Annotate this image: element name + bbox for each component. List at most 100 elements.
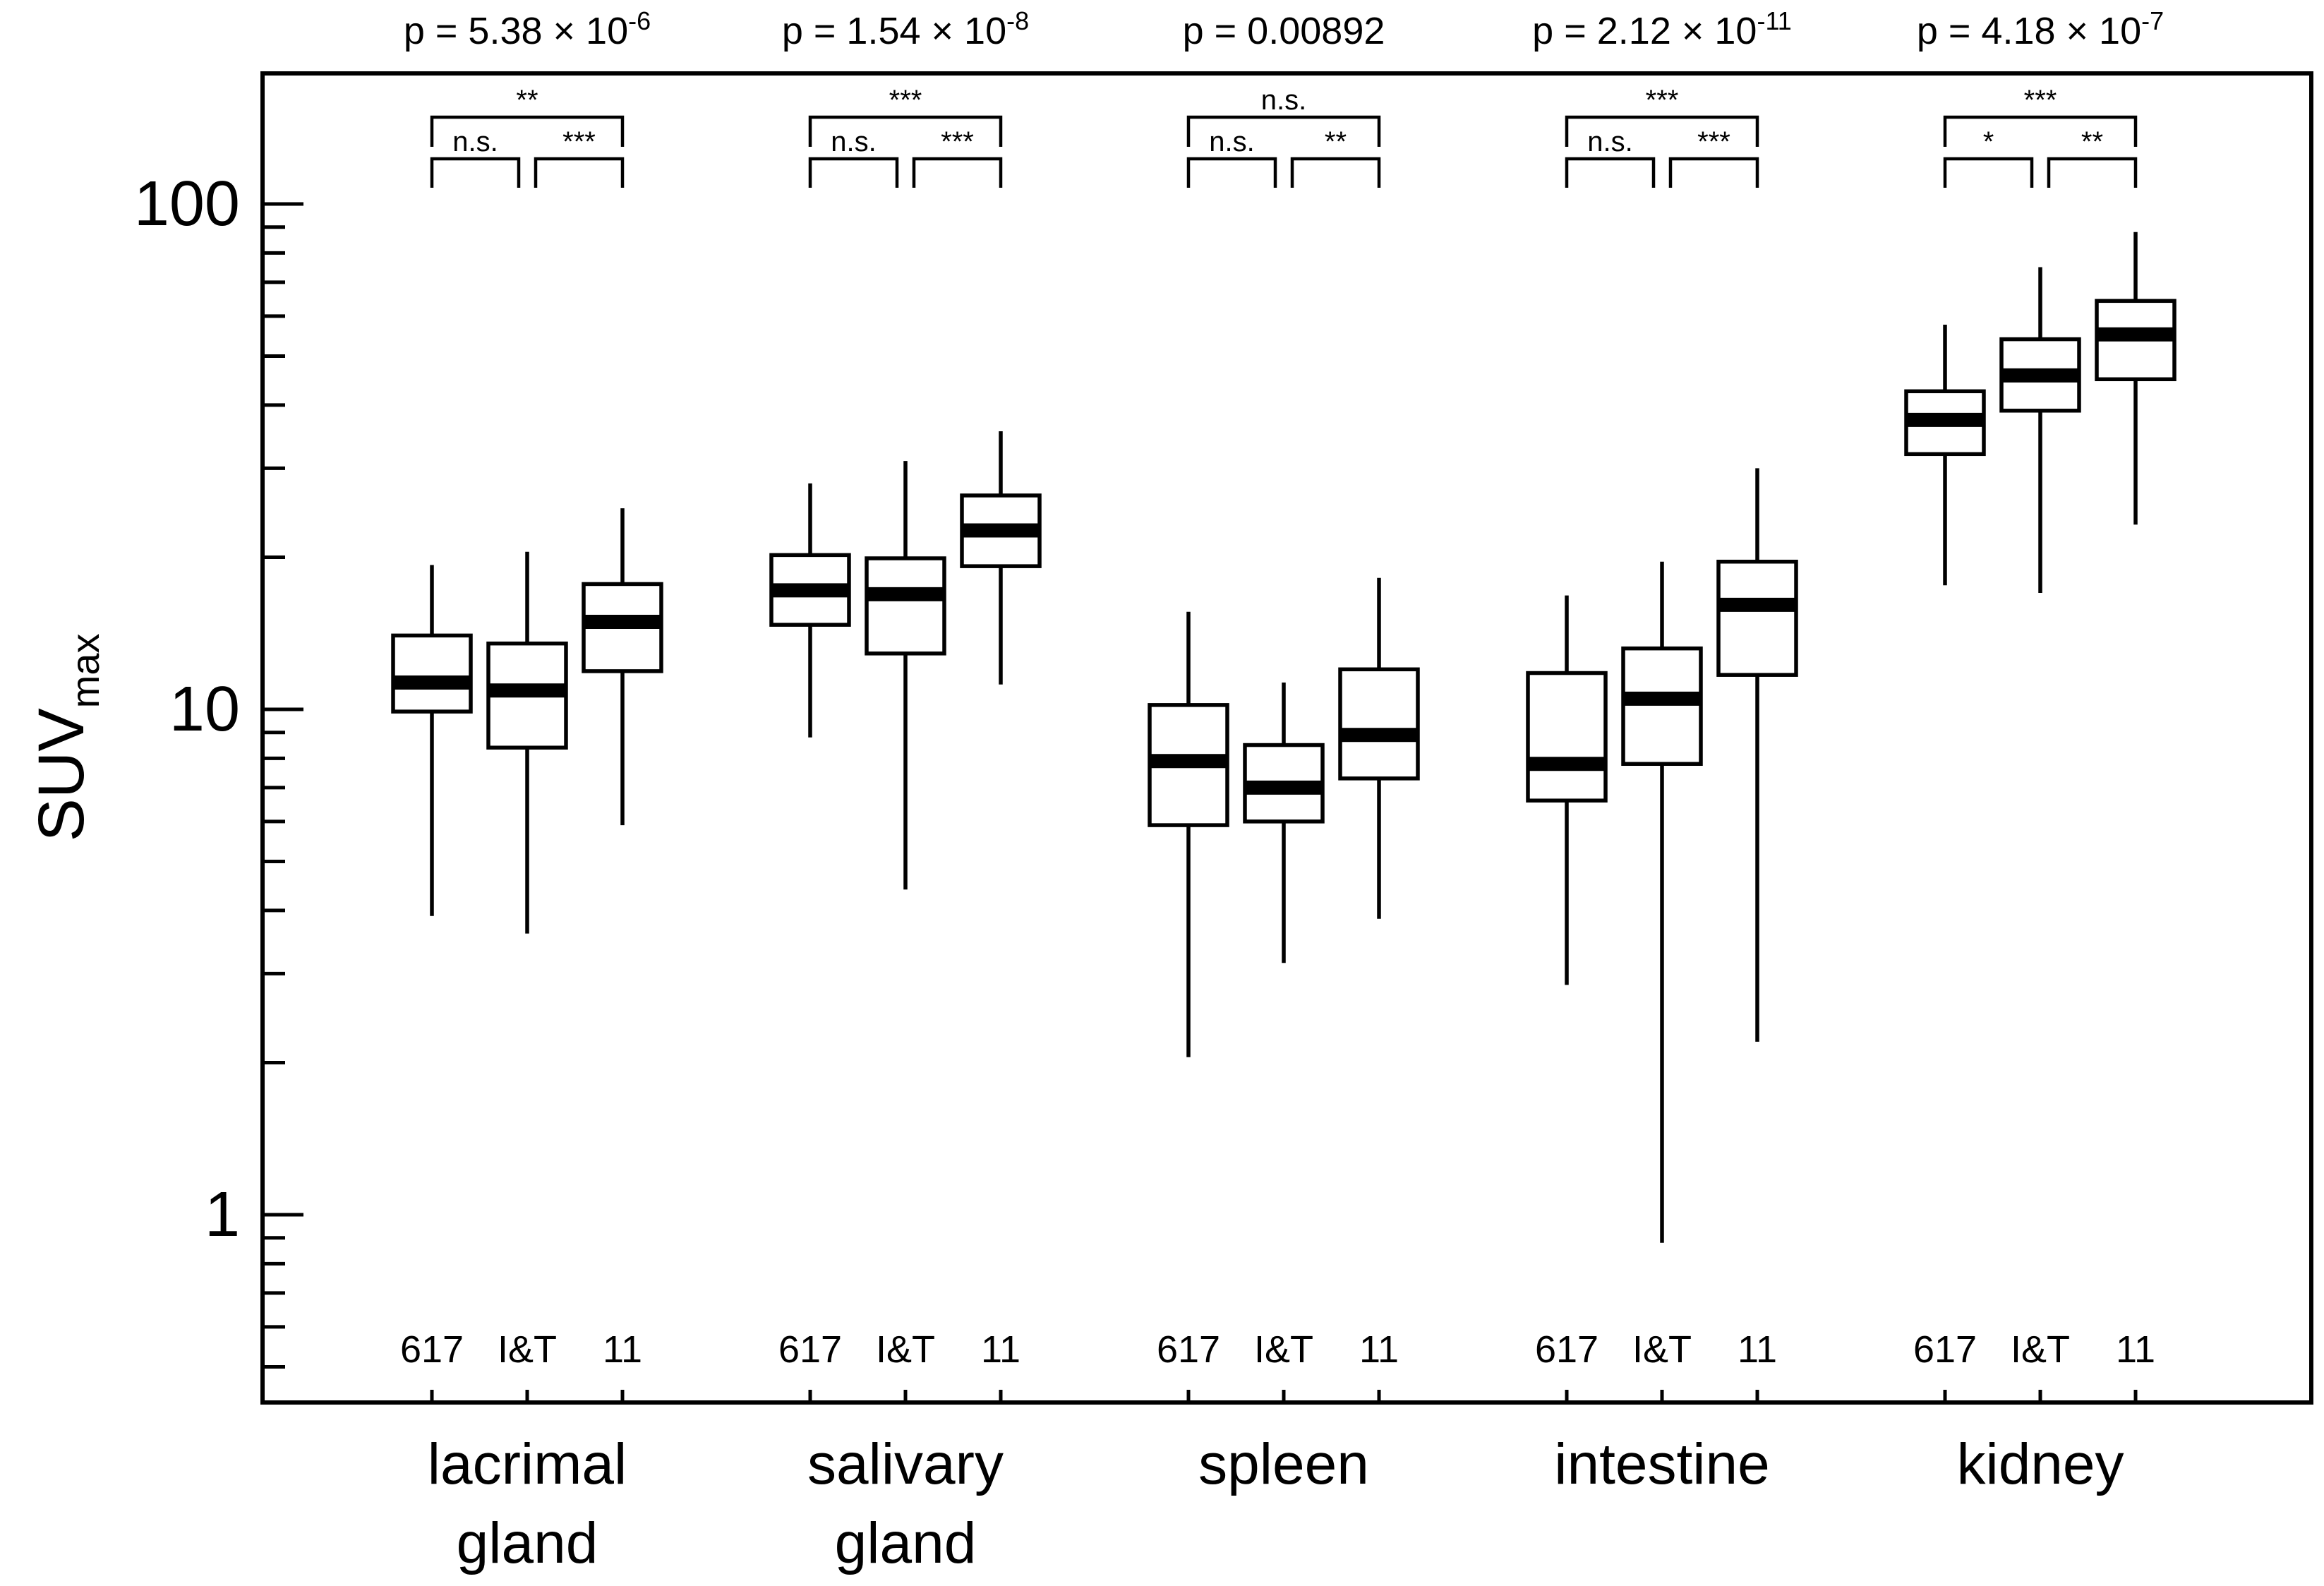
- significance-a-b: n.s.: [831, 126, 876, 157]
- box-group: 617 I&T 11 n.s. *** *** p = 2.12 × 10-11 intest…: [1526, 6, 1798, 1496]
- tracer-label: 617: [778, 1328, 842, 1371]
- tracer-label: 617: [1535, 1328, 1598, 1371]
- box-plot: I&T: [486, 551, 568, 1371]
- p-value-base: p = 5.38 × 10: [404, 10, 628, 52]
- significance-brackets: [1186, 115, 1381, 188]
- box-group: 617 I&T 11n.s. *****p = 5.38 × 10-6lacrimal…: [391, 6, 663, 1575]
- significance-b-c: ***: [562, 126, 596, 157]
- box-plot: 617: [391, 565, 473, 1371]
- box-plot: 11: [582, 508, 663, 1371]
- group-label: lacrimal: [428, 1432, 627, 1496]
- y-tick-label: 10: [169, 674, 240, 745]
- significance-b-c: **: [1325, 126, 1347, 157]
- significance-a-c: ***: [889, 85, 922, 116]
- box-plot: 11: [960, 431, 1042, 1371]
- significance-a-b: *: [1983, 126, 1994, 157]
- tracer-label: 11: [981, 1328, 1020, 1371]
- significance-a-b: n.s.: [452, 126, 498, 157]
- group-label: gland: [835, 1511, 977, 1575]
- y-axis: 1 10 100: [134, 169, 303, 1369]
- bracket-a-b: [430, 157, 521, 188]
- p-value-exponent: -6: [628, 6, 651, 35]
- bracket-b-c: [1668, 157, 1759, 188]
- box-plot: 617: [769, 483, 851, 1371]
- tracer-label: 11: [1738, 1328, 1777, 1371]
- y-axis-label-subscript: max: [63, 634, 107, 709]
- group-label: gland: [457, 1511, 598, 1575]
- group-label: intestine: [1554, 1432, 1769, 1496]
- significance-a-c: **: [516, 85, 538, 116]
- p-value: p = 1.54 × 10-8: [782, 6, 1029, 52]
- y-axis-label: SUVmax: [25, 634, 107, 842]
- bracket-a-b: [1943, 157, 2034, 188]
- y-axis-label-main: SUV: [25, 708, 97, 841]
- bracket-a-c: [808, 115, 1003, 147]
- p-value-base: p = 4.18 × 10: [1917, 10, 2141, 52]
- box-plot: 617: [1904, 324, 1986, 1371]
- significance-a-c: n.s.: [1261, 85, 1306, 116]
- box-plot: I&T: [1999, 267, 2081, 1371]
- tracer-label: I&T: [498, 1328, 557, 1371]
- tracer-label: 617: [1913, 1328, 1977, 1371]
- tracer-label: 617: [400, 1328, 464, 1371]
- box-plot: 11: [2095, 232, 2177, 1371]
- tracer-label: I&T: [1254, 1328, 1313, 1371]
- significance-brackets: [1565, 115, 1759, 188]
- p-value: p = 4.18 × 10-7: [1917, 6, 2164, 52]
- p-value: p = 2.12 × 10-11: [1532, 6, 1792, 52]
- p-value: p = 5.38 × 10-6: [404, 6, 651, 52]
- bracket-b-c: [1290, 157, 1381, 188]
- tracer-label: I&T: [1632, 1328, 1692, 1371]
- box-plot: 617: [1148, 611, 1229, 1371]
- p-value: p = 0.00892: [1183, 10, 1385, 52]
- bracket-a-b: [1565, 157, 1656, 188]
- iqr-box: [1621, 646, 1703, 767]
- bracket-a-c: [1943, 115, 2138, 147]
- bracket-b-c: [912, 157, 1003, 188]
- p-value-base: p = 2.12 × 10: [1532, 10, 1757, 52]
- tracer-label: 617: [1157, 1328, 1220, 1371]
- significance-a-c: ***: [2024, 85, 2057, 116]
- group-label: kidney: [1956, 1432, 2124, 1496]
- y-tick-label: 100: [134, 169, 240, 239]
- box-plot: 617: [1526, 595, 1608, 1371]
- p-value-exponent: -11: [1757, 6, 1791, 35]
- significance-b-c: ***: [1697, 126, 1730, 157]
- iqr-box: [865, 556, 946, 656]
- bracket-b-c: [534, 157, 625, 188]
- significance-b-c: **: [2081, 126, 2103, 157]
- p-value-exponent: -8: [1006, 6, 1029, 35]
- tracer-label: 11: [1359, 1328, 1399, 1371]
- box-plot: I&T: [865, 461, 946, 1371]
- group-label: spleen: [1198, 1432, 1369, 1496]
- significance-brackets: [430, 115, 625, 188]
- box-plot: I&T: [1621, 561, 1703, 1371]
- box-plot: I&T: [1243, 682, 1325, 1371]
- box-plot: 11: [1716, 468, 1798, 1371]
- iqr-box: [1526, 671, 1608, 803]
- plot-frame: [260, 71, 2313, 1405]
- y-tick-label: 1: [205, 1179, 240, 1250]
- bracket-a-b: [1186, 157, 1277, 188]
- iqr-box: [391, 633, 473, 714]
- p-value-base: p = 0.00892: [1183, 10, 1385, 52]
- box-groups: 617 I&T 11n.s. *****p = 5.38 × 10-6lacrimal…: [391, 6, 2177, 1575]
- tracer-label: 11: [2116, 1328, 2155, 1371]
- tracer-label: I&T: [876, 1328, 935, 1371]
- tracer-label: I&T: [2011, 1328, 2070, 1371]
- bracket-a-c: [1186, 115, 1381, 147]
- iqr-box: [1716, 559, 1798, 677]
- tracer-label: 11: [603, 1328, 642, 1371]
- box-group: 617 I&T 11 n.s. ** n.s. p = 0.00892 spleen: [1148, 10, 1420, 1496]
- p-value-exponent: -7: [2141, 6, 2164, 35]
- significance-brackets: [808, 115, 1003, 188]
- bracket-a-c: [430, 115, 625, 147]
- box-group: 617 I&T 11 n.s. *** *** p = 1.54 × 10-8 salivar…: [769, 6, 1042, 1575]
- significance-a-b: n.s.: [1587, 126, 1632, 157]
- group-label: salivary: [807, 1432, 1004, 1496]
- box-plot: 11: [1338, 577, 1420, 1371]
- iqr-box: [1338, 667, 1420, 781]
- significance-a-b: n.s.: [1209, 126, 1254, 157]
